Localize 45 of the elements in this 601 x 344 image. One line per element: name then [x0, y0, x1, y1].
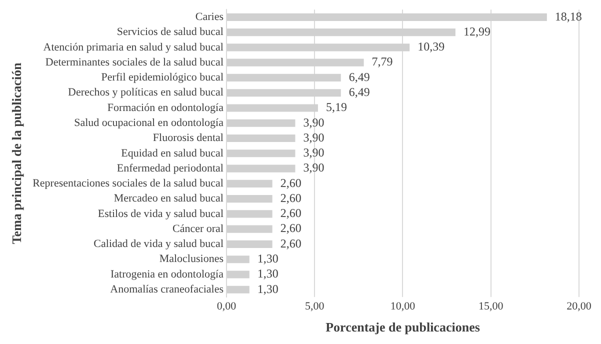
y-tick-label: Atención primaria en salud y salud bucal	[43, 41, 224, 54]
y-tick-label: Anomalías craneofaciales	[110, 284, 224, 296]
y-tick-label: Cáncer oral	[172, 222, 224, 235]
y-tick-label: Caries	[195, 11, 224, 24]
y-tick-label: Maloclusiones	[159, 253, 224, 266]
data-label: 3,90	[303, 115, 324, 130]
y-tick-label: Derechos y políticas en salud bucal	[68, 86, 224, 99]
data-label: 2,60	[280, 176, 302, 190]
data-label: 6,49	[348, 85, 370, 100]
y-tick-label: Calidad de vida y salud bucal	[94, 238, 224, 250]
data-label: 2,60	[280, 236, 302, 250]
data-label: 12,99	[463, 24, 490, 38]
data-label: 3,90	[303, 160, 324, 175]
x-axis-title: Porcentaje de publicaciones	[326, 320, 480, 335]
data-label: 1,30	[257, 282, 278, 296]
y-tick-label: Equidad en salud bucal	[121, 147, 224, 160]
y-tick-label: Servicios de salud bucal	[116, 26, 224, 38]
x-tick-label: 20,00	[566, 300, 592, 313]
y-tick-label: Determinantes sociales de la salud bucal	[45, 56, 224, 68]
y-tick-label: Representaciones sociales de la salud bucal	[32, 178, 224, 190]
y-tick-label: Estilos de vida y salud bucal	[98, 208, 224, 220]
data-label: 2,60	[280, 221, 302, 236]
x-tick-label: 0,00	[216, 300, 237, 313]
data-label: 3,90	[303, 130, 324, 144]
data-label: 7,79	[372, 54, 393, 69]
data-label: 10,39	[418, 40, 445, 54]
y-axis-title: Tema principal de la publicación	[9, 62, 24, 244]
data-label: 1,30	[257, 266, 278, 281]
data-label: 1,30	[257, 252, 278, 266]
y-tick-label: Formación en odontología	[107, 102, 224, 114]
x-tick-label: 5,00	[305, 300, 325, 313]
y-tick-label: Fluorosis dental	[152, 132, 224, 144]
data-label: 18,18	[554, 9, 582, 24]
y-tick-label: Enfermedad periodontal	[116, 162, 224, 174]
y-tick-label: Perfil epidemiológico bucal	[101, 72, 224, 84]
x-tick-label: 10,00	[390, 300, 416, 313]
data-label: 2,60	[280, 206, 302, 220]
data-label: 6,49	[348, 70, 370, 84]
x-tick-label: 15,00	[478, 300, 504, 313]
data-label: 2,60	[280, 190, 302, 205]
data-label: 5,19	[326, 100, 347, 114]
y-tick-label: Mercadeo en salud bucal	[114, 192, 224, 205]
data-label: 3,90	[303, 146, 324, 160]
y-tick-label: Salud ocupacional en odontología	[74, 117, 224, 130]
y-tick-label: Iatrogenia en odontología	[110, 268, 224, 280]
